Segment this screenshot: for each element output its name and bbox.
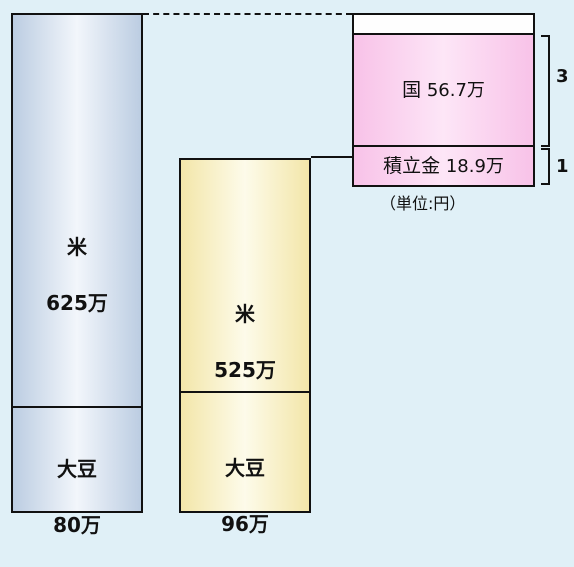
tsumitate-box: 積立金 18.9万 xyxy=(352,145,535,187)
kuni-name: 国 xyxy=(402,79,422,101)
kuni-amount: 56.7万 xyxy=(426,80,485,101)
kuni-bracket-label: 3 xyxy=(556,66,569,87)
tsumitate-amount: 18.9万 xyxy=(445,156,504,177)
left-soybean-segment: 大豆 80万 xyxy=(13,427,141,567)
empty-top-box xyxy=(352,13,535,35)
left-soybean-amount: 80万 xyxy=(53,513,101,537)
right-soybean-name: 大豆 xyxy=(225,456,265,480)
right-column-bar: 米 525万 大豆 96万 xyxy=(179,158,311,536)
right-soybean-amount: 96万 xyxy=(221,512,269,536)
right-rice-segment: 米 525万 xyxy=(181,272,309,412)
right-rice-name: 米 xyxy=(235,302,255,326)
left-rice-amount: 625万 xyxy=(46,291,108,315)
left-rice-name: 米 xyxy=(67,235,87,259)
tsumitate-label: 積立金 18.9万 xyxy=(354,147,533,186)
right-soybean-segment: 大豆 96万 xyxy=(181,426,309,566)
tsumitate-bracket-label: 1 xyxy=(556,156,569,177)
kuni-label: 国 56.7万 xyxy=(354,71,533,110)
left-column-divider xyxy=(13,406,141,408)
left-column-bar: 米 625万 大豆 80万 xyxy=(11,13,143,537)
right-rice-amount: 525万 xyxy=(214,358,276,382)
dashed-guide-line xyxy=(143,13,352,15)
left-rice-segment: 米 625万 xyxy=(13,205,141,345)
left-soybean-name: 大豆 xyxy=(57,457,97,481)
kuni-box: 国 56.7万 xyxy=(352,33,535,147)
tsumitate-name: 積立金 xyxy=(383,155,441,177)
unit-note: （単位:円） xyxy=(380,194,466,213)
connector-line xyxy=(311,156,352,158)
tsumitate-bracket xyxy=(541,148,550,185)
right-column-divider xyxy=(181,391,309,393)
kuni-bracket xyxy=(541,35,550,147)
